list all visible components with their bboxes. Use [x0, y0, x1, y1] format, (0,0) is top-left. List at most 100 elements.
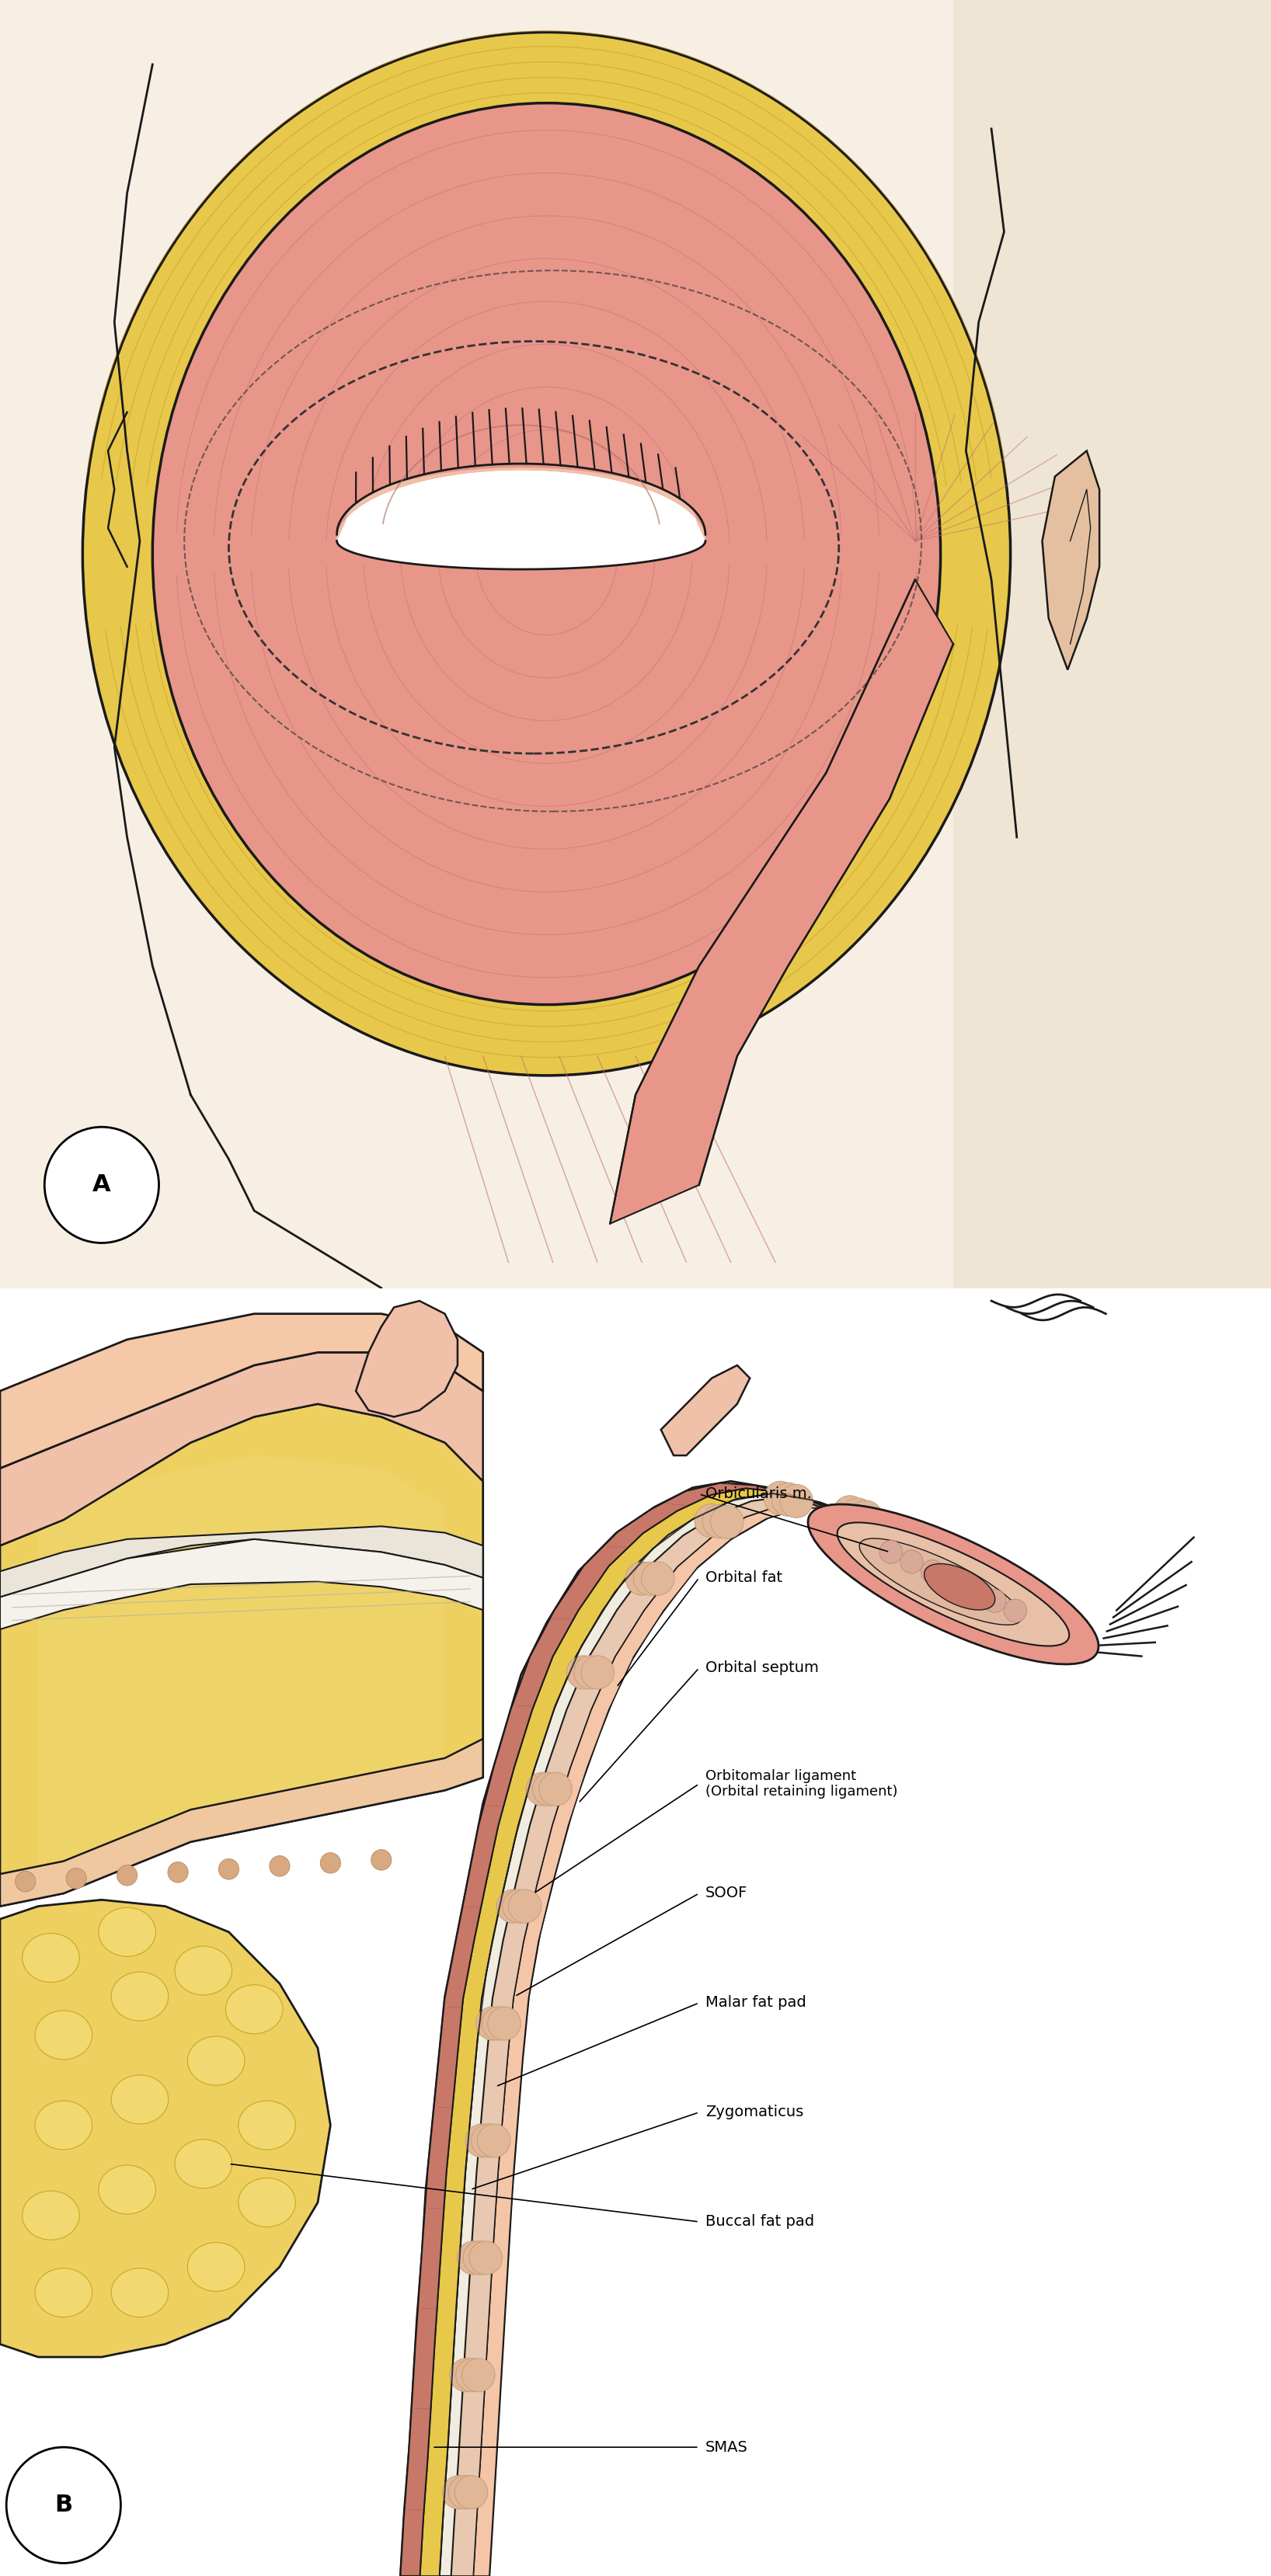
Polygon shape	[0, 1288, 1271, 2576]
Circle shape	[117, 1865, 137, 1886]
Polygon shape	[337, 469, 705, 541]
Circle shape	[526, 1772, 559, 1806]
Polygon shape	[400, 1484, 976, 2576]
Ellipse shape	[36, 2009, 93, 2058]
Circle shape	[15, 1870, 36, 1891]
Polygon shape	[0, 0, 1271, 1288]
Circle shape	[581, 1656, 614, 1690]
Ellipse shape	[99, 1906, 156, 1958]
Circle shape	[533, 1772, 566, 1806]
Circle shape	[642, 1561, 675, 1595]
Text: Zygomaticus: Zygomaticus	[705, 2105, 803, 2120]
Circle shape	[780, 1484, 813, 1517]
Ellipse shape	[175, 1947, 233, 1994]
Ellipse shape	[112, 2076, 169, 2123]
Circle shape	[567, 1656, 600, 1690]
Polygon shape	[473, 1502, 1055, 2576]
Ellipse shape	[188, 2035, 244, 2087]
Circle shape	[371, 1850, 391, 1870]
Ellipse shape	[22, 1932, 80, 1984]
Circle shape	[461, 2360, 494, 2391]
Circle shape	[764, 1481, 797, 1515]
Circle shape	[900, 1551, 923, 1574]
Circle shape	[911, 1538, 944, 1571]
Circle shape	[703, 1504, 736, 1538]
Polygon shape	[0, 1352, 483, 1546]
Circle shape	[771, 1484, 805, 1517]
Text: B: B	[55, 2494, 72, 2517]
Ellipse shape	[112, 1973, 169, 2020]
Ellipse shape	[175, 2138, 233, 2187]
Polygon shape	[0, 1901, 330, 2357]
Circle shape	[469, 2241, 502, 2275]
Circle shape	[919, 1540, 952, 1574]
Polygon shape	[440, 1494, 1012, 2576]
Polygon shape	[1042, 451, 1099, 670]
Polygon shape	[337, 471, 705, 569]
Ellipse shape	[808, 1504, 1098, 1664]
Circle shape	[625, 1561, 658, 1595]
Circle shape	[465, 2123, 498, 2159]
Text: Malar fat pad: Malar fat pad	[705, 1996, 806, 2009]
Circle shape	[482, 2007, 515, 2040]
Circle shape	[841, 1499, 874, 1533]
Circle shape	[463, 2241, 496, 2275]
Circle shape	[984, 1589, 1007, 1613]
Polygon shape	[450, 1497, 1037, 2576]
Circle shape	[219, 1860, 239, 1880]
Circle shape	[488, 2007, 521, 2040]
Circle shape	[694, 1504, 727, 1538]
Circle shape	[508, 1888, 541, 1922]
Circle shape	[710, 1504, 744, 1538]
Ellipse shape	[36, 2267, 93, 2318]
Circle shape	[1004, 1600, 1027, 1623]
Text: A: A	[93, 1175, 111, 1195]
Polygon shape	[0, 1538, 483, 1628]
Circle shape	[269, 1855, 290, 1875]
Circle shape	[902, 1535, 935, 1569]
Circle shape	[880, 1540, 902, 1564]
Circle shape	[962, 1579, 985, 1602]
Circle shape	[502, 1888, 535, 1922]
Ellipse shape	[239, 2179, 296, 2226]
Circle shape	[472, 2123, 505, 2159]
Ellipse shape	[83, 31, 1010, 1077]
Circle shape	[66, 1868, 86, 1888]
Circle shape	[320, 1852, 341, 1873]
Polygon shape	[356, 1301, 458, 1417]
Circle shape	[497, 1888, 530, 1922]
Ellipse shape	[188, 2241, 244, 2293]
Circle shape	[633, 1561, 666, 1595]
Polygon shape	[38, 1455, 445, 1868]
Circle shape	[478, 2123, 511, 2159]
Ellipse shape	[153, 103, 941, 1005]
Polygon shape	[400, 1481, 1055, 2576]
Circle shape	[849, 1499, 882, 1533]
Ellipse shape	[859, 1538, 1022, 1625]
Ellipse shape	[838, 1522, 1069, 1646]
Circle shape	[6, 2447, 121, 2563]
Polygon shape	[953, 0, 1271, 1288]
Circle shape	[834, 1497, 867, 1530]
Polygon shape	[0, 1314, 483, 1468]
Circle shape	[44, 1128, 159, 1242]
Circle shape	[449, 2476, 482, 2509]
Circle shape	[168, 1862, 188, 1883]
Ellipse shape	[924, 1564, 995, 1610]
Circle shape	[456, 2360, 489, 2391]
Text: Orbicularis m.: Orbicularis m.	[705, 1486, 812, 1502]
Ellipse shape	[99, 2164, 156, 2213]
Circle shape	[539, 1772, 572, 1806]
Circle shape	[450, 2360, 483, 2391]
Ellipse shape	[112, 2267, 169, 2318]
Polygon shape	[0, 1739, 483, 1906]
Circle shape	[455, 2476, 488, 2509]
Circle shape	[475, 2007, 508, 2040]
Text: Buccal fat pad: Buccal fat pad	[705, 2215, 815, 2228]
Text: Orbital fat: Orbital fat	[705, 1571, 783, 1584]
Text: SMAS: SMAS	[705, 2439, 749, 2455]
Ellipse shape	[226, 1984, 283, 2035]
Text: SOOF: SOOF	[705, 1886, 747, 1901]
Ellipse shape	[239, 2102, 296, 2148]
Text: Orbital septum: Orbital septum	[705, 1662, 819, 1674]
